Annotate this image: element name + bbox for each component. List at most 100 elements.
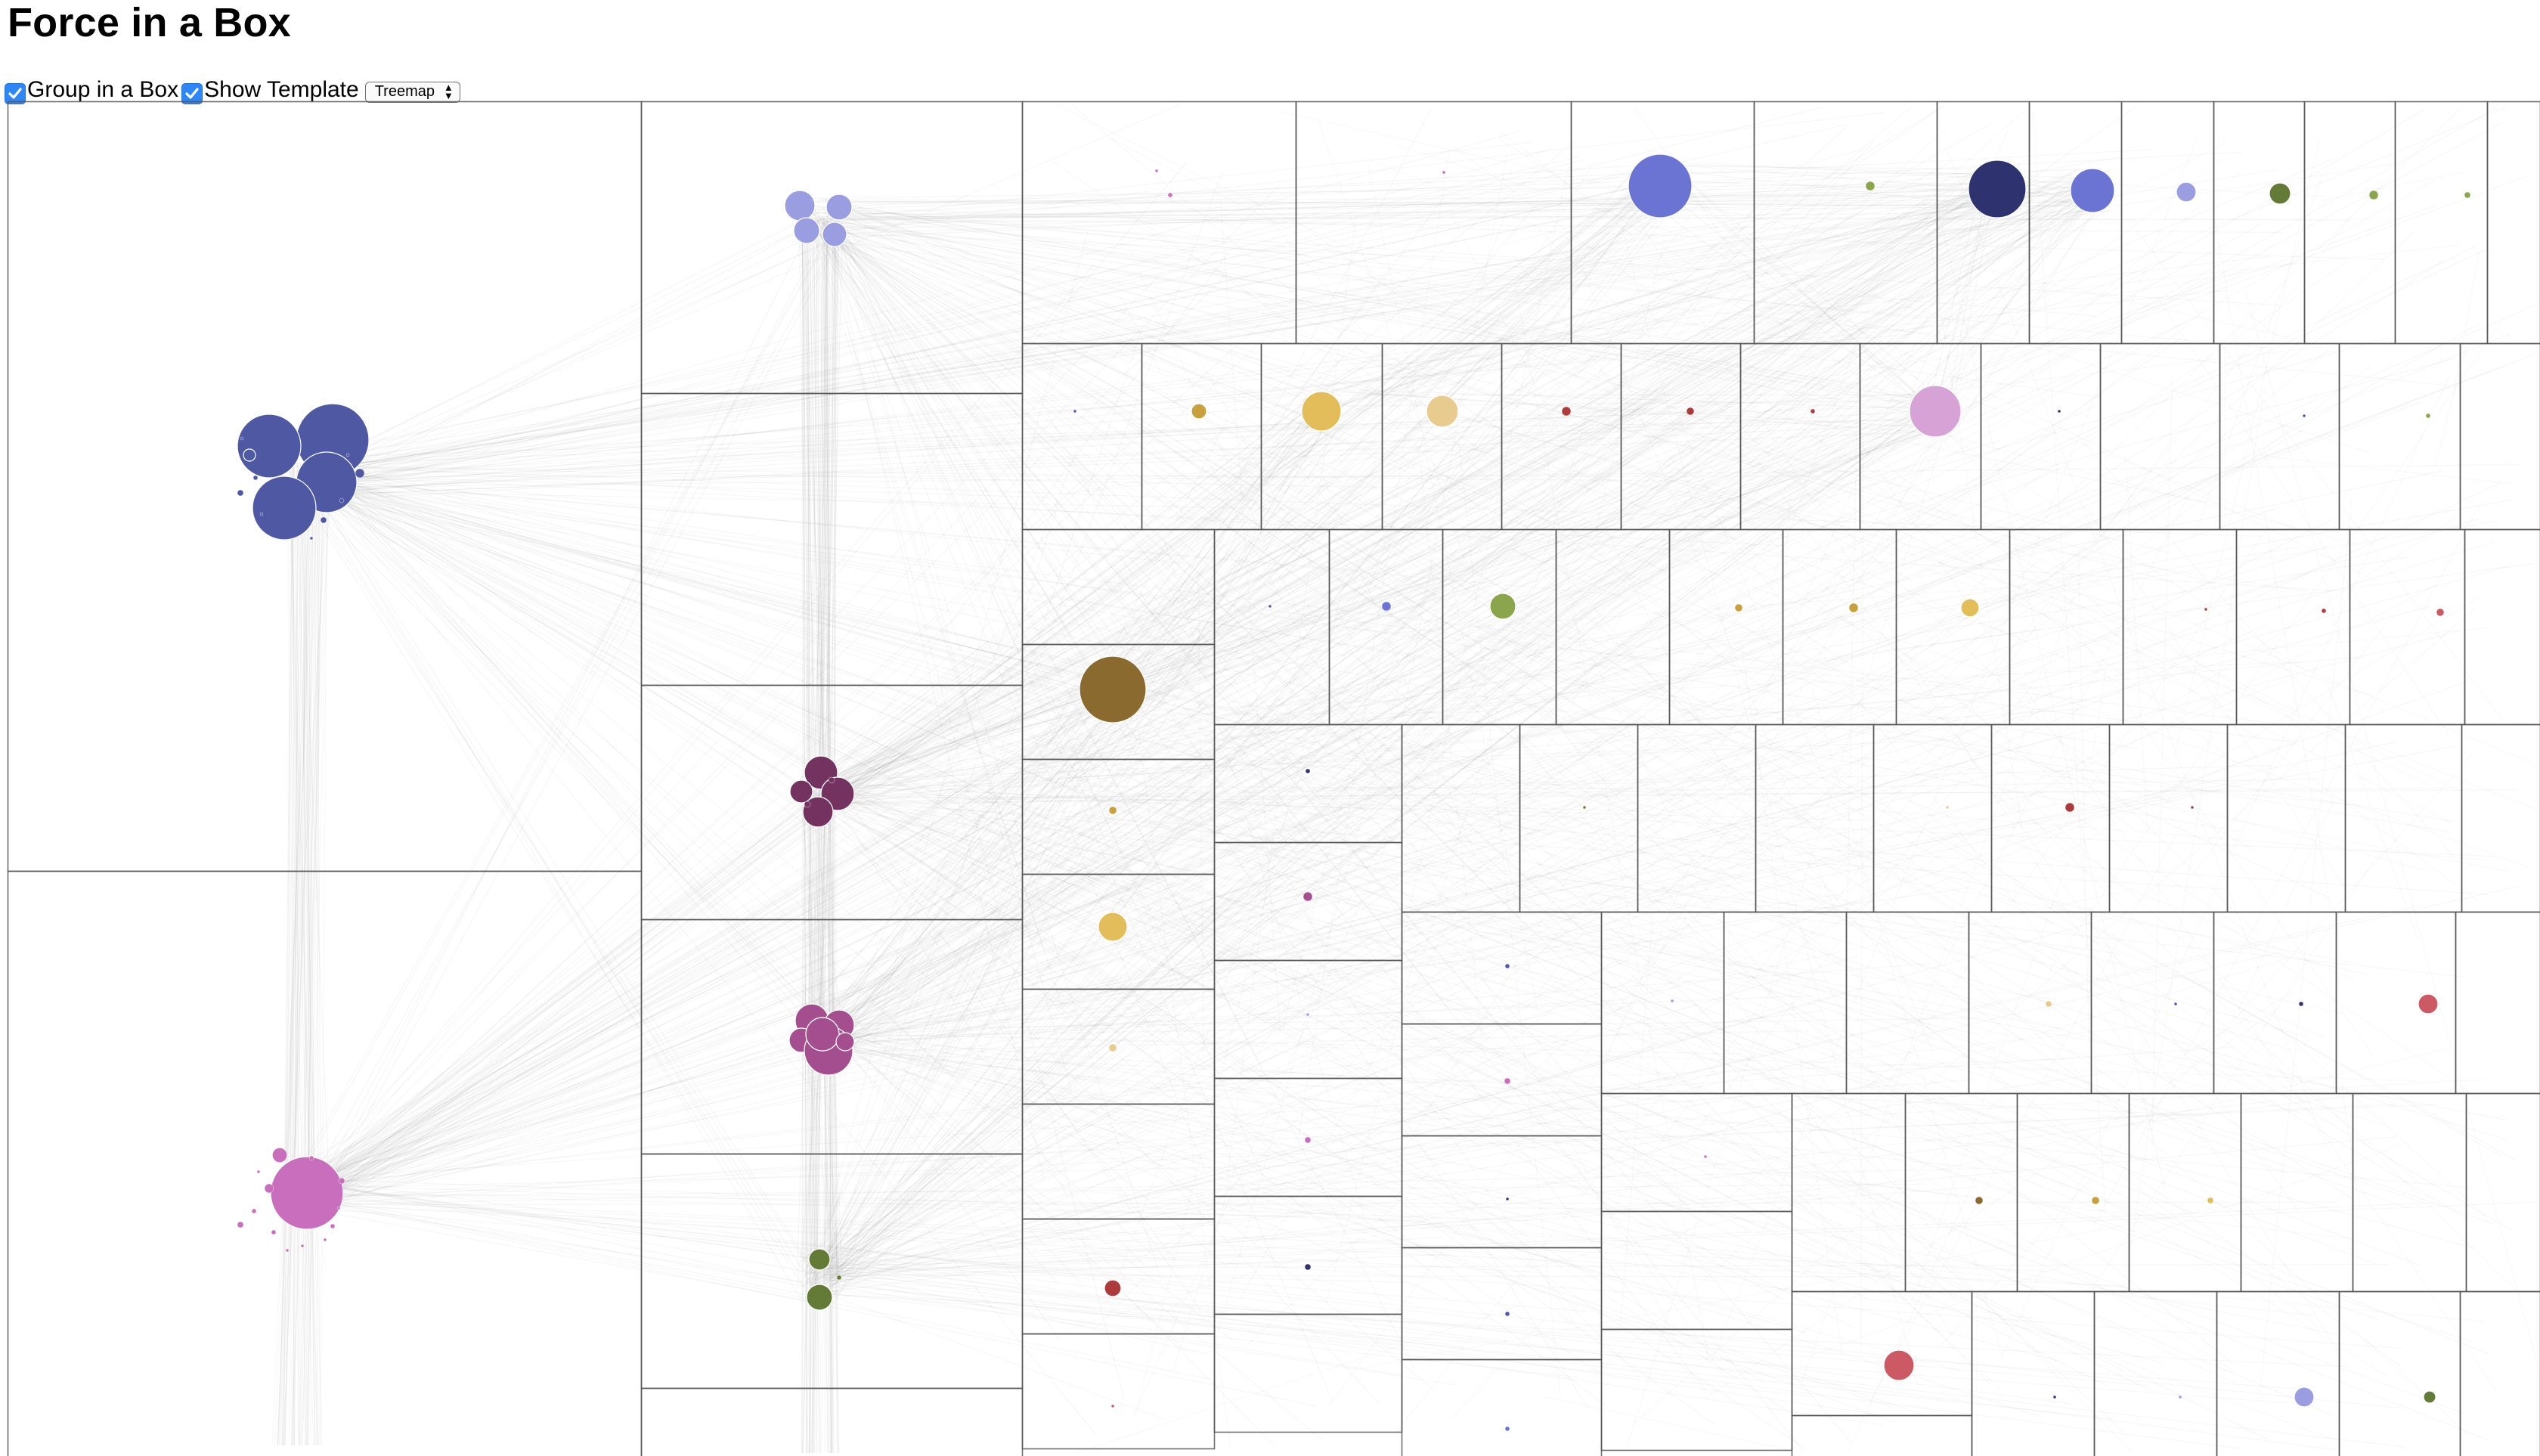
force-graph-canvas[interactable] [0, 100, 2540, 1456]
graph-link [309, 758, 1558, 1205]
graph-link [832, 209, 1072, 1092]
group-in-box-checkbox[interactable] [5, 83, 26, 104]
graph-link [1172, 1157, 1239, 1371]
graph-link [817, 206, 2384, 260]
graph-node [2190, 805, 2195, 810]
graph-link [825, 1275, 1901, 1278]
graph-link [1239, 608, 1626, 1300]
navy-blue-node [240, 436, 244, 441]
graph-link [819, 216, 1126, 1401]
graph-link [1101, 1104, 2443, 1160]
graph-link [804, 419, 1228, 1273]
graph-link [318, 423, 1927, 497]
graph-link [297, 1026, 816, 1198]
graph-node [1504, 1311, 1510, 1317]
graph-link [1682, 672, 2042, 1149]
graph-link [1309, 196, 1993, 426]
graph-link [315, 459, 2021, 1204]
graph-link [808, 231, 1556, 525]
graph-link [822, 197, 1337, 390]
graph-link [1849, 572, 2083, 1210]
graph-link [303, 1178, 2071, 1405]
graph-link [327, 695, 1115, 1176]
graph-link [1672, 176, 1949, 423]
graph-link [1163, 538, 1366, 1221]
olive-node [836, 1275, 842, 1281]
graph-link [1282, 597, 1396, 1027]
graph-link [816, 189, 1682, 1287]
graph-link [283, 462, 320, 1446]
graph-link [802, 422, 1919, 1051]
graph-link [292, 264, 1095, 1204]
graph-link [819, 742, 1807, 1266]
graph-link [1643, 174, 1978, 202]
graph-link [816, 105, 1913, 1036]
graph-link [294, 1148, 1099, 1207]
graph-link [823, 1052, 831, 1263]
template-select[interactable]: Treemap ▲ ▼ [364, 82, 460, 103]
graph-link [811, 220, 827, 1454]
graph-link [1616, 516, 2458, 1069]
graph-link [821, 675, 1109, 1261]
graph-link [1317, 463, 1474, 853]
lavender-node [784, 190, 816, 221]
graph-link [307, 472, 1082, 1284]
graph-link [810, 209, 1095, 676]
template-select-value: Treemap [374, 83, 435, 100]
graph-link [829, 1025, 1061, 1340]
graph-link [819, 388, 1953, 1268]
graph-link [807, 798, 1868, 1300]
graph-link [1594, 237, 1665, 535]
graph-link [828, 231, 1852, 1444]
graph-node [2298, 1001, 2304, 1007]
graph-link [307, 478, 315, 1184]
graph-link [831, 565, 2509, 1035]
graph-link [2434, 342, 2468, 467]
graph-link [318, 492, 834, 1303]
graph-link [804, 426, 1310, 1055]
graph-link [807, 199, 2114, 1276]
graph-link [807, 959, 1631, 1291]
graph-link [820, 680, 1091, 803]
graph-link [1625, 198, 2351, 1372]
graph-link [825, 218, 1529, 928]
graph-link [818, 389, 1320, 1267]
graph-link [812, 220, 829, 1454]
graph-link [835, 804, 1572, 983]
graph-link [822, 1018, 1473, 1031]
graph-node [2091, 1196, 2100, 1205]
graph-link [822, 228, 843, 1046]
graph-link [323, 491, 1321, 510]
graph-link [303, 148, 1553, 492]
graph-link [1056, 104, 2467, 795]
graph-link [832, 1031, 2163, 1364]
graph-link [331, 476, 833, 781]
graph-link [825, 247, 2489, 1029]
graph-link [817, 220, 829, 1454]
show-template-checkbox[interactable] [181, 83, 203, 104]
graph-link [829, 235, 2143, 1122]
graph-node [1628, 153, 1693, 218]
graph-link [1036, 721, 1228, 968]
graph-link [320, 481, 1180, 1195]
graph-link [1783, 1023, 1932, 1232]
graph-link [833, 209, 1309, 256]
graph-link [305, 474, 836, 778]
graph-link [2049, 320, 2503, 971]
graph-link [308, 479, 1371, 757]
graph-link [816, 1236, 1444, 1277]
graph-link [1653, 203, 1949, 424]
graph-node [1073, 409, 1077, 414]
graph-link [825, 779, 2120, 955]
graph-node [1154, 169, 1159, 173]
graph-link [301, 568, 2113, 1183]
graph-link [831, 220, 837, 1454]
graph-link [1287, 621, 1979, 691]
graph-link [820, 224, 1485, 940]
graph-link [833, 1283, 1816, 1398]
graph-link [830, 800, 2096, 1174]
graph-link [801, 417, 1340, 1018]
graph-link [319, 203, 2097, 1191]
graph-link [306, 462, 314, 1446]
graph-link [1618, 281, 2007, 349]
